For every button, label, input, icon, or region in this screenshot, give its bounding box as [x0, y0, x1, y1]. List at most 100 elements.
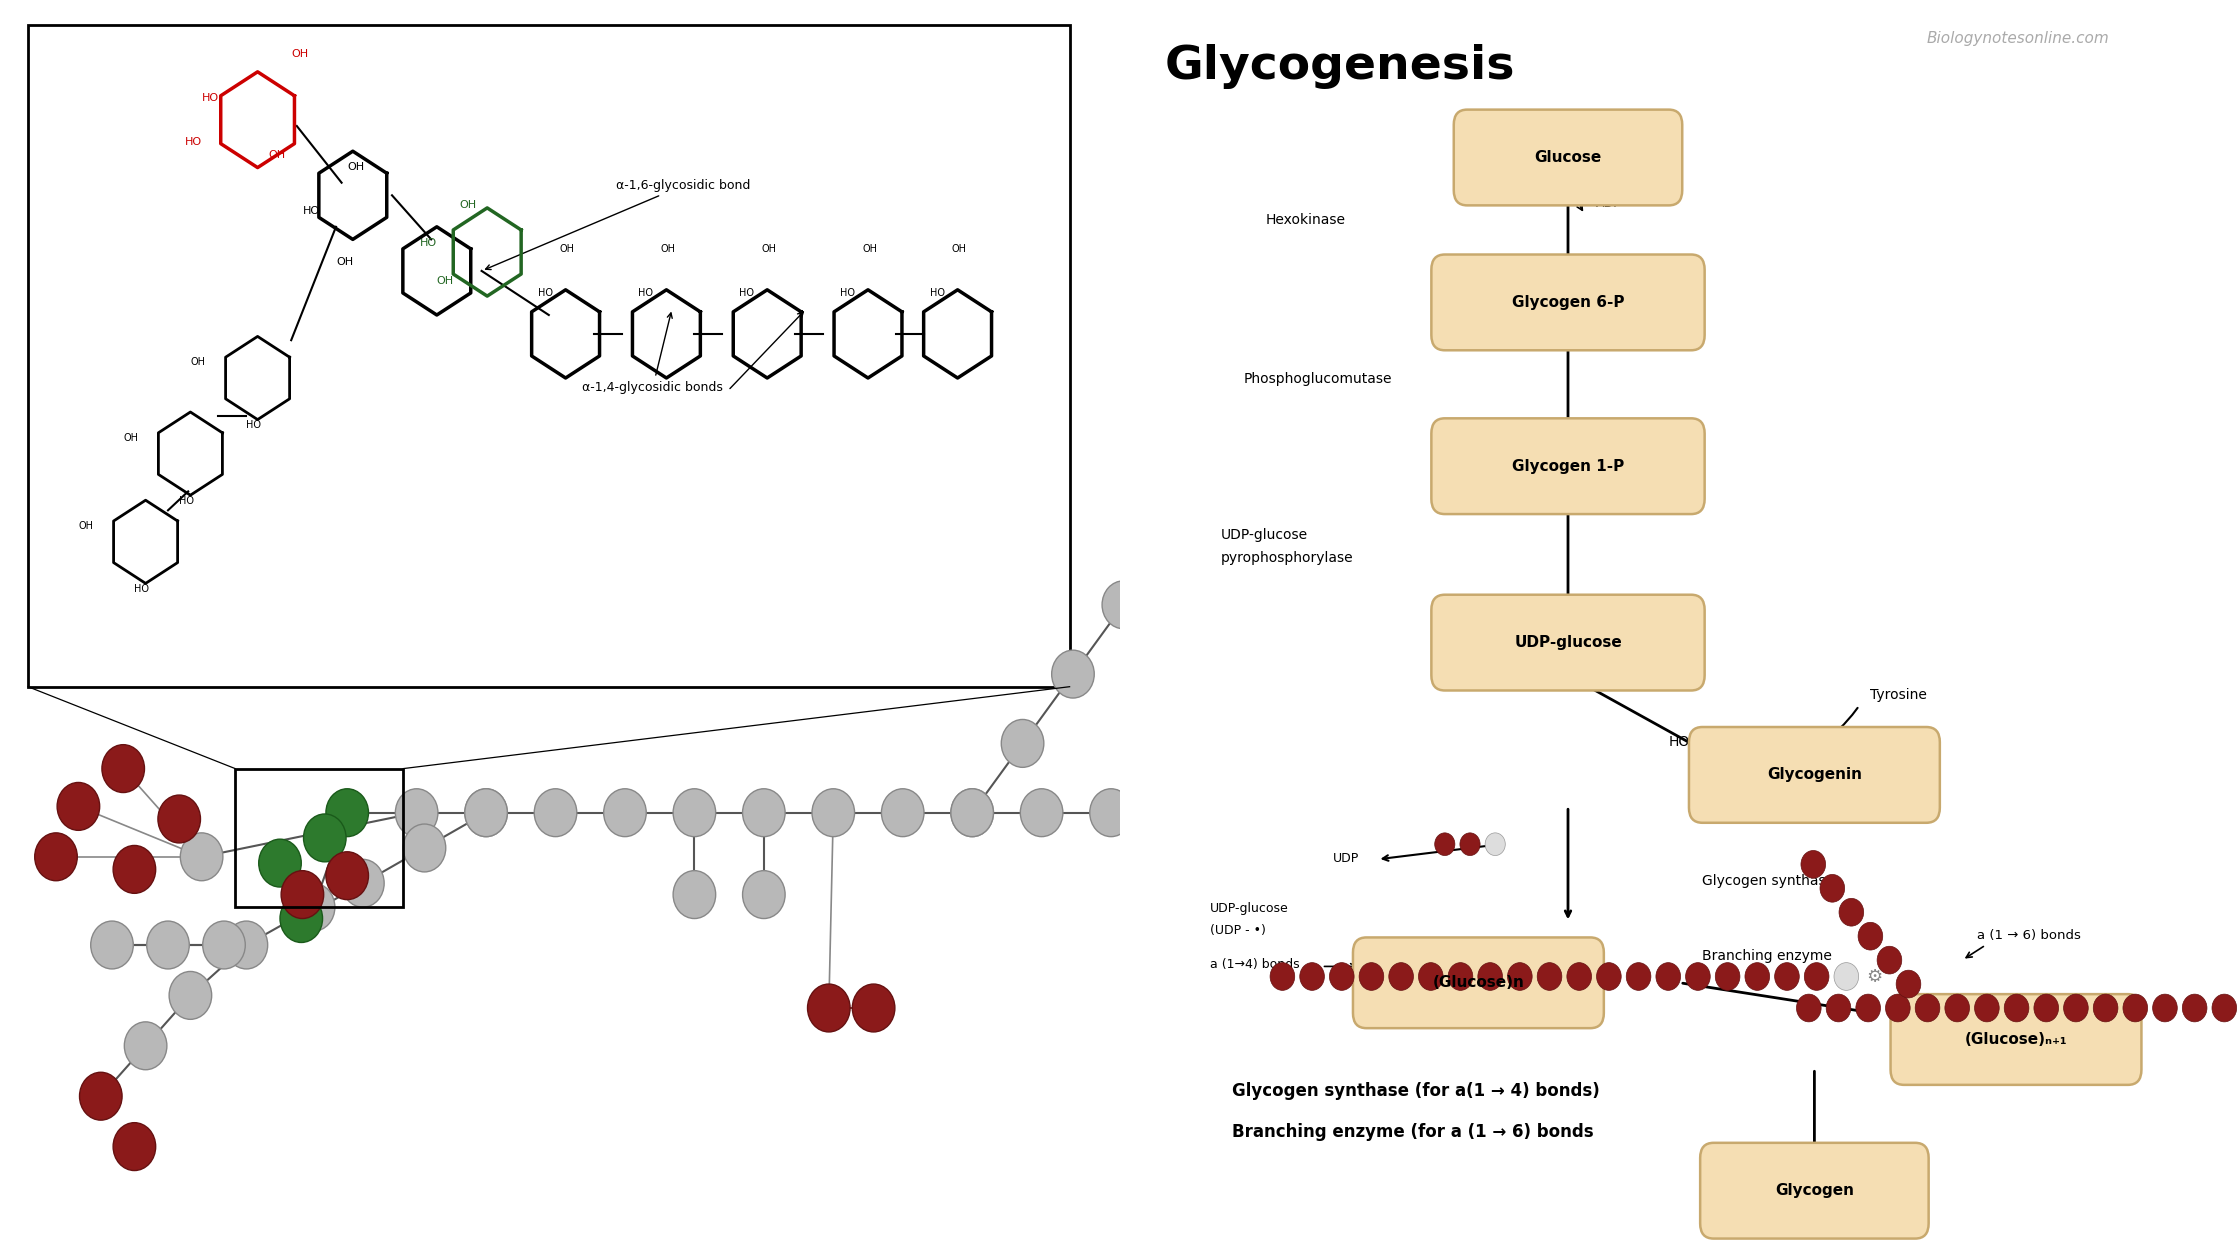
- Circle shape: [1835, 963, 1859, 990]
- Circle shape: [202, 921, 246, 969]
- Circle shape: [2092, 994, 2119, 1022]
- Circle shape: [2153, 994, 2177, 1022]
- Text: Branching enzyme: Branching enzyme: [1702, 949, 1832, 963]
- Circle shape: [1597, 963, 1622, 990]
- Text: ADP: ADP: [1595, 197, 1622, 209]
- Circle shape: [291, 883, 336, 931]
- Circle shape: [1716, 963, 1740, 990]
- Circle shape: [123, 1022, 166, 1070]
- Circle shape: [1228, 789, 1272, 837]
- Text: OH: OH: [269, 150, 287, 160]
- FancyBboxPatch shape: [1431, 595, 1705, 690]
- Circle shape: [1826, 994, 1850, 1022]
- Circle shape: [1626, 963, 1651, 990]
- Circle shape: [1821, 874, 1846, 902]
- Circle shape: [1855, 994, 1882, 1022]
- Circle shape: [1102, 581, 1145, 629]
- FancyBboxPatch shape: [27, 25, 1071, 687]
- Circle shape: [2034, 994, 2059, 1022]
- FancyBboxPatch shape: [1431, 255, 1705, 350]
- Text: OH: OH: [291, 49, 309, 59]
- Circle shape: [1160, 789, 1201, 837]
- Circle shape: [2182, 994, 2206, 1022]
- FancyBboxPatch shape: [1891, 994, 2141, 1085]
- Circle shape: [1805, 963, 1828, 990]
- Circle shape: [1089, 789, 1131, 837]
- Circle shape: [302, 814, 347, 862]
- Circle shape: [179, 833, 222, 881]
- Circle shape: [1151, 512, 1196, 559]
- Circle shape: [883, 789, 923, 837]
- Circle shape: [1976, 994, 1998, 1022]
- Circle shape: [744, 789, 784, 837]
- Circle shape: [260, 839, 300, 887]
- Bar: [235, 769, 403, 907]
- Circle shape: [605, 789, 645, 837]
- Circle shape: [1270, 963, 1295, 990]
- Text: OH: OH: [123, 433, 139, 444]
- Text: HO: HO: [246, 421, 262, 431]
- Circle shape: [2124, 994, 2148, 1022]
- Circle shape: [2005, 994, 2029, 1022]
- Circle shape: [1389, 963, 1413, 990]
- Circle shape: [533, 789, 576, 837]
- Circle shape: [811, 789, 853, 837]
- Circle shape: [282, 871, 325, 919]
- Circle shape: [950, 789, 995, 837]
- Text: Glycogen: Glycogen: [1774, 1183, 1855, 1198]
- Text: OH: OH: [762, 244, 777, 255]
- Circle shape: [394, 789, 439, 837]
- Text: OH: OH: [952, 244, 968, 255]
- Text: OH: OH: [190, 358, 206, 368]
- Circle shape: [224, 921, 269, 969]
- Text: Glycogen synthase (for a(1 → 4) bonds): Glycogen synthase (for a(1 → 4) bonds): [1232, 1082, 1599, 1100]
- Text: a (1 → 6) bonds: a (1 → 6) bonds: [1978, 929, 2081, 941]
- Circle shape: [809, 984, 851, 1032]
- Circle shape: [56, 782, 99, 830]
- Circle shape: [112, 845, 157, 893]
- Circle shape: [1210, 451, 1250, 499]
- Text: UDP: UDP: [1333, 852, 1360, 864]
- Circle shape: [464, 789, 506, 837]
- Circle shape: [1485, 833, 1505, 856]
- Text: HO: HO: [179, 496, 195, 507]
- FancyBboxPatch shape: [1700, 1143, 1929, 1239]
- Text: HO: HO: [840, 289, 856, 299]
- Circle shape: [1774, 963, 1799, 990]
- Circle shape: [103, 745, 143, 793]
- Text: Glucose: Glucose: [1534, 150, 1602, 165]
- Text: UTP: UTP: [1595, 449, 1620, 461]
- Text: OH: OH: [437, 276, 455, 286]
- FancyBboxPatch shape: [1431, 418, 1705, 514]
- Text: Phosphoglucomutase: Phosphoglucomutase: [1243, 372, 1391, 386]
- Text: HO: HO: [184, 137, 202, 147]
- Circle shape: [1331, 963, 1353, 990]
- Text: Glycogenesis: Glycogenesis: [1165, 44, 1514, 89]
- Circle shape: [1568, 963, 1590, 990]
- Circle shape: [1915, 994, 1940, 1022]
- Circle shape: [78, 1072, 121, 1120]
- Text: HO: HO: [302, 207, 320, 217]
- Text: pyrophosphorylase: pyrophosphorylase: [1221, 551, 1353, 564]
- Text: Glycogen 1-P: Glycogen 1-P: [1512, 459, 1624, 474]
- Circle shape: [1508, 963, 1532, 990]
- Circle shape: [1434, 833, 1456, 856]
- Text: PPᴵ: PPᴵ: [1595, 476, 1613, 489]
- Circle shape: [1360, 963, 1384, 990]
- Circle shape: [1839, 898, 1864, 926]
- Circle shape: [1537, 963, 1561, 990]
- Text: HO: HO: [421, 238, 437, 248]
- Text: α-1,6-glycosidic bond: α-1,6-glycosidic bond: [486, 179, 750, 270]
- Circle shape: [148, 921, 188, 969]
- Circle shape: [672, 871, 715, 919]
- Circle shape: [327, 852, 367, 900]
- Text: OH: OH: [78, 522, 94, 532]
- Circle shape: [1297, 789, 1340, 837]
- Circle shape: [90, 921, 134, 969]
- Circle shape: [340, 859, 385, 907]
- Circle shape: [1801, 850, 1826, 878]
- Circle shape: [112, 1123, 157, 1171]
- Text: OH: OH: [459, 200, 477, 210]
- FancyBboxPatch shape: [1353, 937, 1604, 1028]
- Circle shape: [851, 984, 896, 1032]
